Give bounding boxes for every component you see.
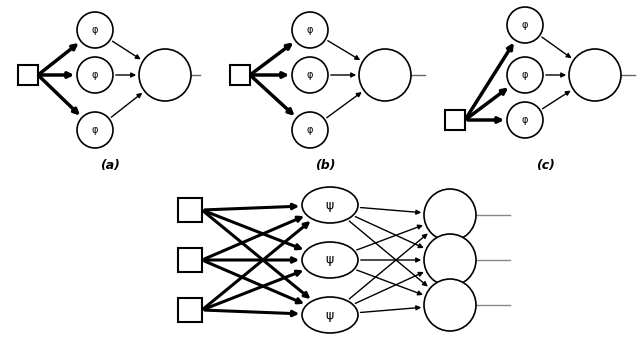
- Bar: [445, 110, 465, 130]
- Circle shape: [292, 12, 328, 48]
- Circle shape: [424, 189, 476, 241]
- Text: φ: φ: [92, 125, 99, 135]
- Circle shape: [292, 57, 328, 93]
- Ellipse shape: [302, 297, 358, 333]
- Ellipse shape: [302, 187, 358, 223]
- Text: ψ: ψ: [326, 254, 334, 267]
- Text: φ: φ: [92, 25, 99, 35]
- Bar: [178, 298, 202, 322]
- Bar: [18, 65, 38, 85]
- Circle shape: [507, 57, 543, 93]
- Circle shape: [424, 279, 476, 331]
- Text: (c): (c): [536, 158, 554, 171]
- Text: φ: φ: [307, 70, 313, 80]
- Text: ψ: ψ: [326, 199, 334, 211]
- Text: (b): (b): [315, 158, 335, 171]
- Circle shape: [507, 7, 543, 43]
- Circle shape: [77, 112, 113, 148]
- Text: φ: φ: [307, 25, 313, 35]
- Text: φ: φ: [522, 70, 528, 80]
- Bar: [230, 65, 250, 85]
- Text: φ: φ: [522, 20, 528, 30]
- Circle shape: [424, 234, 476, 286]
- Circle shape: [359, 49, 411, 101]
- Bar: [178, 248, 202, 272]
- Circle shape: [139, 49, 191, 101]
- Circle shape: [507, 102, 543, 138]
- Text: φ: φ: [522, 115, 528, 125]
- Text: ψ: ψ: [326, 308, 334, 322]
- Text: φ: φ: [92, 70, 99, 80]
- Ellipse shape: [302, 242, 358, 278]
- Circle shape: [77, 12, 113, 48]
- Circle shape: [77, 57, 113, 93]
- Circle shape: [292, 112, 328, 148]
- Text: (a): (a): [100, 158, 120, 171]
- Circle shape: [569, 49, 621, 101]
- Bar: [178, 198, 202, 222]
- Text: φ: φ: [307, 125, 313, 135]
